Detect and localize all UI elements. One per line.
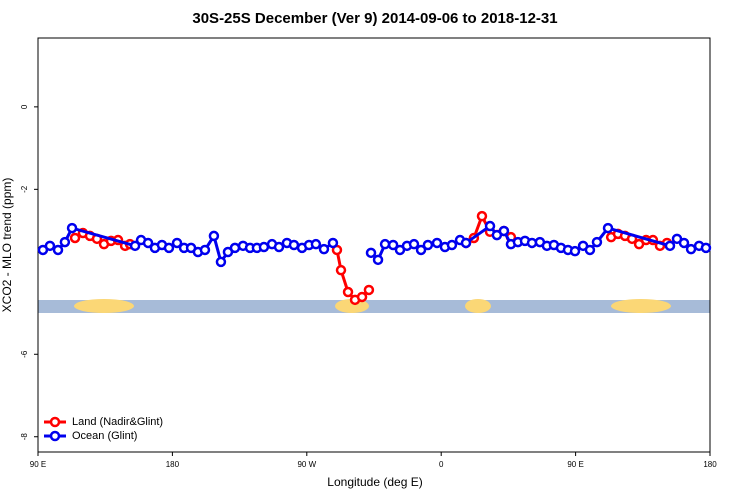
data-point: [327, 237, 339, 249]
data-point: [208, 230, 220, 242]
data-point: [66, 222, 78, 234]
y-axis-label: XCO2 - MLO trend (ppm): [0, 178, 14, 313]
data-point: [446, 239, 458, 251]
data-point: [415, 244, 427, 256]
data-point: [569, 245, 581, 257]
legend-marker: [49, 430, 61, 442]
x-tick-label: 90 E: [567, 460, 583, 469]
data-point: [258, 241, 270, 253]
data-point: [356, 291, 368, 303]
data-point: [342, 286, 354, 298]
legend-label: Land (Nadir&Glint): [72, 416, 163, 428]
data-point: [318, 243, 330, 255]
legend-marker: [49, 416, 61, 428]
data-point: [288, 239, 300, 251]
data-point: [335, 264, 347, 276]
data-point: [685, 243, 697, 255]
data-point: [678, 237, 690, 249]
data-point: [142, 237, 154, 249]
x-tick-label: 90 W: [297, 460, 316, 469]
x-tick-label: 0: [439, 460, 444, 469]
data-point: [379, 238, 391, 250]
land-mass: [465, 299, 491, 313]
data-point: [591, 236, 603, 248]
data-point: [422, 239, 434, 251]
data-point: [199, 244, 211, 256]
data-point: [163, 242, 175, 254]
y-tick-label: -8: [20, 433, 29, 441]
data-point: [365, 247, 377, 259]
data-point: [59, 236, 71, 248]
data-point: [484, 220, 496, 232]
x-tick-label: 180: [166, 460, 180, 469]
x-tick-label: 180: [703, 460, 717, 469]
x-tick-label: 90 E: [30, 460, 46, 469]
data-point: [363, 284, 375, 296]
data-point: [584, 244, 596, 256]
data-point: [476, 210, 488, 222]
y-tick-label: -6: [20, 350, 29, 358]
data-point: [372, 254, 384, 266]
land-mass: [611, 299, 671, 313]
data-point: [664, 240, 676, 252]
data-point: [229, 242, 241, 254]
y-tick-label: 0: [20, 104, 29, 109]
legend-label: Ocean (Glint): [72, 430, 137, 442]
data-point: [387, 239, 399, 251]
land-mass: [74, 299, 134, 313]
data-point: [44, 240, 56, 252]
data-point: [52, 244, 64, 256]
data-point: [602, 222, 614, 234]
data-point: [273, 241, 285, 253]
data-point: [171, 237, 183, 249]
data-point: [498, 225, 510, 237]
y-tick-label: -2: [20, 185, 29, 193]
chart-title: 30S-25S December (Ver 9) 2014-09-06 to 2…: [192, 10, 557, 27]
data-point: [460, 237, 472, 249]
x-axis-label: Longitude (deg E): [327, 475, 422, 489]
land-mass: [335, 299, 369, 313]
data-point: [215, 256, 227, 268]
data-point: [408, 238, 420, 250]
data-point: [431, 237, 443, 249]
data-point: [129, 240, 141, 252]
data-point: [310, 238, 322, 250]
land-ocean-band: [38, 300, 710, 313]
data-point: [700, 242, 712, 254]
data-point: [69, 232, 81, 244]
